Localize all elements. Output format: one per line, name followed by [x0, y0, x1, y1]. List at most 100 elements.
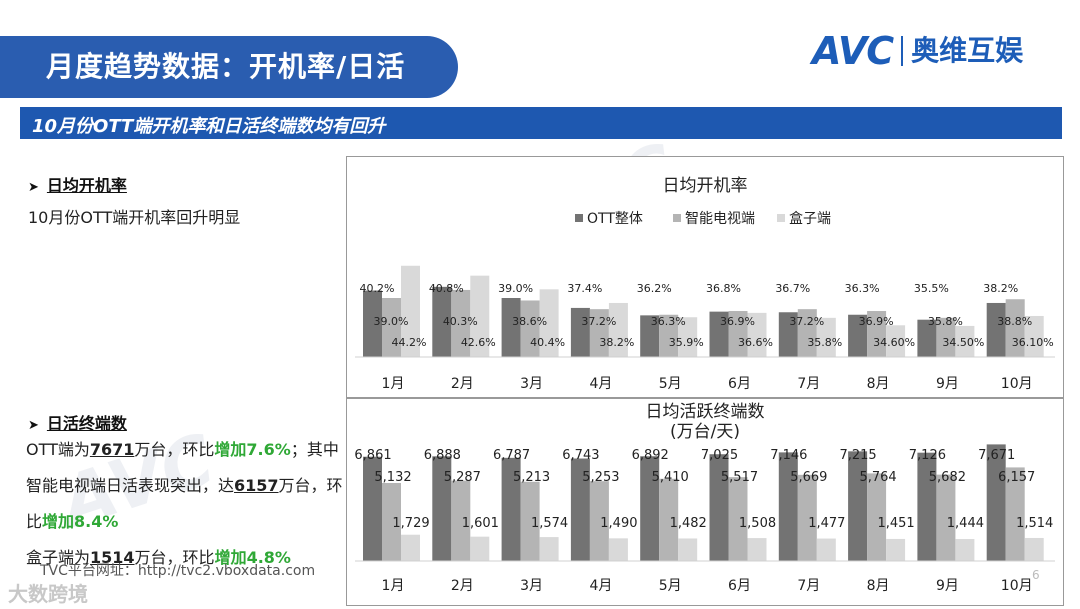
bar: [936, 317, 956, 357]
bar: [470, 536, 490, 561]
data-label: 1,601: [462, 516, 499, 531]
data-label: 40.3%: [443, 315, 478, 328]
daily-active-chart-panel: 日均活跃终端数 (万台/天) 6,861 5,132 1,729 1月 6,888 5,2…: [346, 398, 1064, 606]
chart-title: 日均开机率: [663, 176, 748, 196]
boot-rate-chart-panel: 日均开机率 OTT整体 智能电视端 盒子端 40.2% 39.0% 44.2% 1月 40.…: [346, 156, 1064, 398]
bar: [640, 315, 660, 357]
bar: [867, 473, 887, 561]
bar: [848, 314, 868, 357]
bar: [797, 474, 817, 561]
logo-text: 奥维互娱: [901, 36, 1023, 66]
x-tick-label: 7月: [797, 376, 820, 392]
x-tick-label: 8月: [867, 376, 890, 392]
daily-active-chart: 日均活跃终端数 (万台/天) 6,861 5,132 1,729 1月 6,888 5,2…: [354, 402, 1055, 594]
data-label: 34.60%: [873, 336, 915, 349]
legend-label: 智能电视端: [685, 211, 755, 227]
boot-rate-note: 10月份OTT端开机率回升明显: [28, 208, 241, 227]
bar: [432, 456, 452, 561]
data-label: 6,157: [998, 470, 1035, 485]
bar: [955, 325, 975, 357]
data-label: 37.2%: [789, 315, 824, 328]
logo-mark: AVC: [812, 29, 894, 73]
bar: [778, 312, 798, 357]
x-tick-label: 3月: [520, 376, 543, 392]
data-label: 1,514: [1016, 516, 1053, 531]
bar: [936, 474, 956, 561]
data-label: 7,671: [978, 448, 1015, 463]
bar: [816, 538, 836, 561]
bar: [728, 311, 748, 357]
legend-swatch: [575, 214, 583, 222]
arrow-bullet-icon: ➤: [28, 180, 39, 195]
data-label: 6,892: [632, 448, 669, 463]
data-label: 7,025: [701, 448, 738, 463]
data-label: 37.2%: [581, 315, 616, 328]
chart-legend: OTT整体 智能电视端 盒子端: [575, 210, 831, 227]
bar: [678, 538, 698, 561]
data-label: 5,764: [859, 470, 896, 485]
bar: [640, 456, 660, 561]
data-label: 36.9%: [859, 315, 894, 328]
legend-swatch: [673, 214, 681, 222]
data-label: 5,287: [444, 470, 481, 485]
bar: [470, 275, 490, 357]
data-label: 39.0%: [498, 282, 533, 295]
legend-label: OTT整体: [587, 211, 643, 227]
data-label: 1,508: [739, 516, 776, 531]
data-label: 38.2%: [983, 282, 1018, 295]
data-label: 5,132: [374, 470, 411, 485]
data-label: 38.2%: [599, 336, 634, 349]
data-label: 44.2%: [392, 336, 427, 349]
data-label: 6,888: [424, 448, 461, 463]
legend-swatch: [777, 214, 785, 222]
title-banner: [0, 36, 458, 98]
data-label: 5,669: [790, 470, 827, 485]
data-label: 40.8%: [429, 282, 464, 295]
bar: [728, 477, 748, 561]
bar: [501, 298, 521, 357]
data-label: 6,743: [562, 448, 599, 463]
bar: [382, 482, 401, 561]
brand-logo: AVC 奥维互娱: [812, 29, 1023, 73]
bar: [1024, 537, 1044, 561]
x-tick-label: 9月: [936, 376, 959, 392]
data-label: 35.8%: [928, 315, 963, 328]
data-label: 36.7%: [775, 282, 810, 295]
data-label: 40.2%: [360, 282, 395, 295]
data-label: 42.6%: [461, 336, 496, 349]
data-label: 1,451: [877, 516, 914, 531]
data-label: 36.9%: [720, 315, 755, 328]
bar: [451, 480, 471, 561]
data-label: 38.8%: [997, 315, 1032, 328]
section-heading-daily-active: ➤ 日活终端数: [28, 414, 127, 433]
bar: [1024, 315, 1044, 357]
bar: [659, 478, 679, 561]
bar: [401, 265, 420, 357]
data-label: 37.4%: [567, 282, 602, 295]
bar: [501, 457, 521, 561]
bar: [401, 534, 420, 561]
bar: [570, 307, 590, 357]
data-label: 1,444: [947, 516, 984, 531]
bar: [539, 289, 559, 357]
data-label: 6,787: [493, 448, 530, 463]
x-tick-label: 6月: [728, 578, 751, 594]
bar: [432, 286, 452, 357]
bar: [1005, 299, 1025, 357]
data-label: 6,861: [354, 448, 391, 463]
bar: [678, 317, 698, 357]
bar: [747, 312, 767, 357]
bar: [886, 538, 906, 561]
bar: [797, 309, 817, 357]
bar: [608, 538, 628, 561]
legend-label: 盒子端: [789, 210, 831, 227]
daily-active-description: OTT端为7671万台，环比增加7.6%；其中智能电视端日活表现突出，达6157…: [26, 440, 343, 567]
data-label: 5,682: [929, 470, 966, 485]
bar: [986, 302, 1006, 357]
bar: [363, 456, 382, 561]
x-tick-label: 2月: [451, 578, 474, 594]
data-label: 1,482: [670, 516, 707, 531]
page-subtitle: 10月份OTT端开机率和日活终端数均有回升: [32, 116, 386, 137]
bar: [520, 481, 540, 561]
bar: [986, 444, 1006, 561]
